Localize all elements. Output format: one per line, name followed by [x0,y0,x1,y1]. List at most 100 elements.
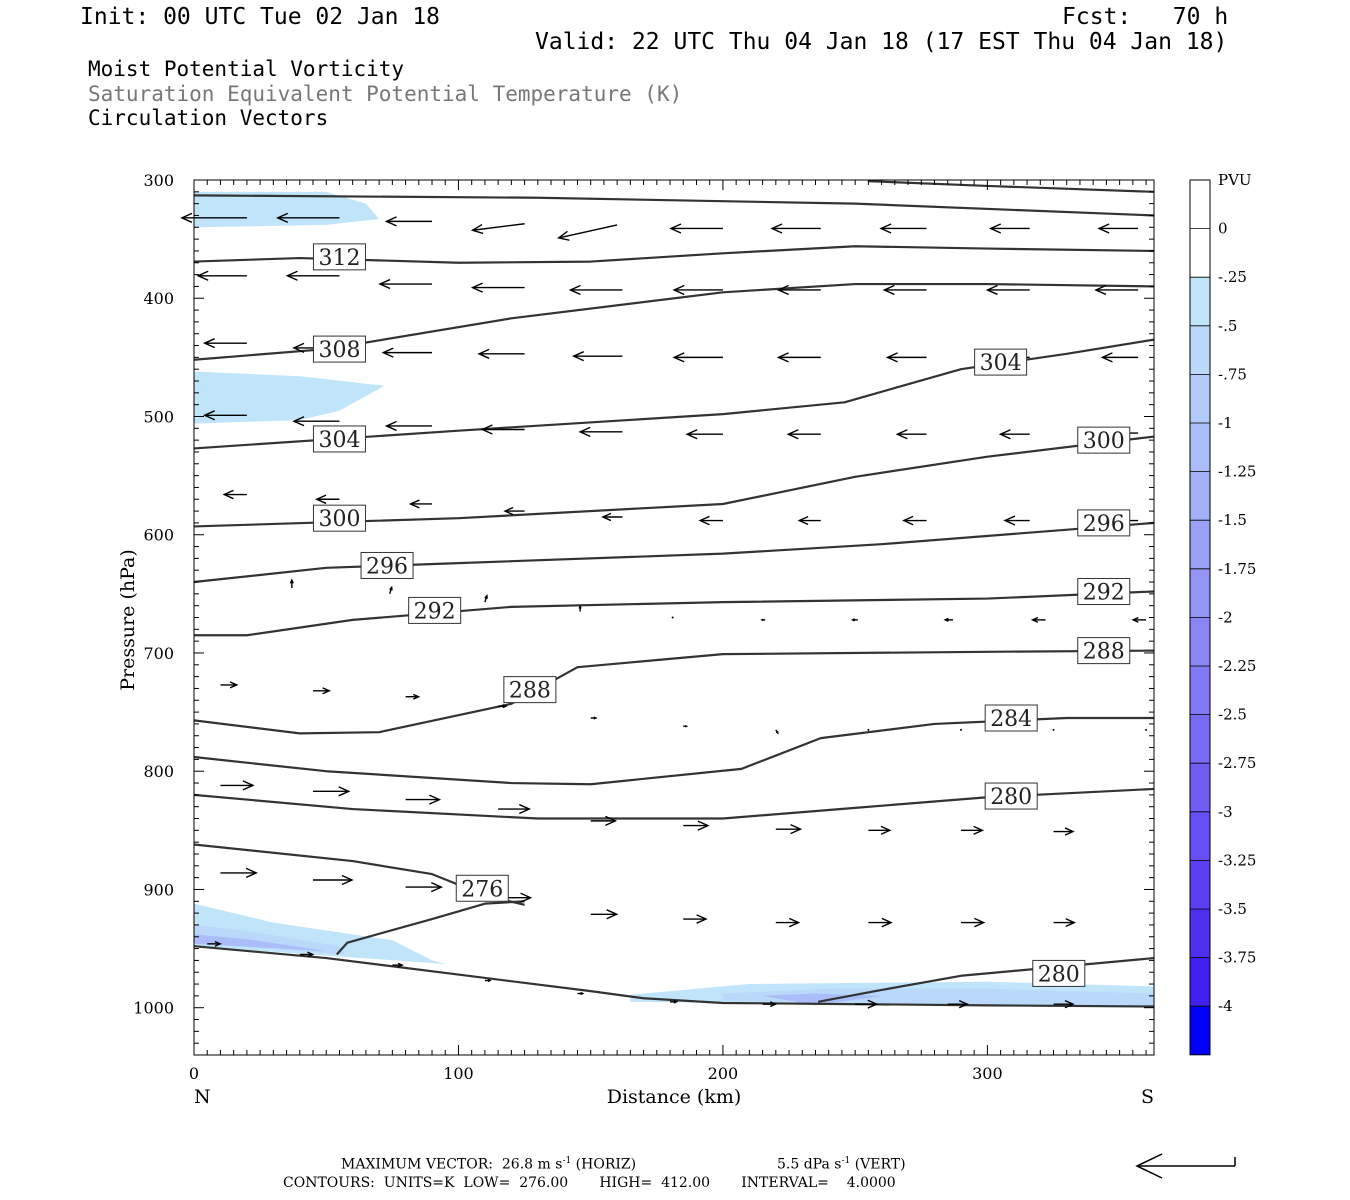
vector-head [222,489,234,500]
vector-head [307,951,315,958]
colorbar-label: -2.5 [1218,706,1247,724]
theta-es-contour [193,194,1155,217]
vector-head [770,223,783,234]
vector-head [289,578,294,584]
vector-head [338,786,351,797]
vector-arrow [480,424,525,435]
vector-arrow [1053,999,1075,1009]
vector-head [895,429,908,440]
vector-arrow [855,999,879,1009]
contour-label-box [503,676,557,704]
x-axis-label: Distance (km) [606,1086,742,1108]
colorbar-label: -.5 [1218,317,1237,335]
vector-arrow [314,494,340,505]
vector-head [776,352,789,363]
vector-head [973,825,985,835]
vector-head [503,506,514,516]
contour-label: 296 [1077,509,1131,537]
vector-head [397,962,404,968]
vector-arrow [577,991,585,996]
contour-label-text: 284 [990,707,1032,732]
pv-region [194,371,385,424]
vector-head [322,687,331,695]
vector-head [229,681,239,689]
vector-arrow [760,618,766,622]
contour-label: 304 [312,425,366,453]
vector-head [885,352,898,363]
colorbar-swatch [1190,763,1210,812]
vector-arrow [571,351,623,362]
colorbar-swatch [1190,277,1210,326]
contour-label-box [974,348,1028,376]
contour-label-text: 300 [318,507,360,532]
vector-arrow [1097,223,1139,234]
vector-head [593,716,598,720]
vector-head [1064,827,1075,836]
vector-arrow [299,951,315,958]
vector-head [389,585,393,591]
vector-arrow [879,223,927,234]
vector-arrow [885,352,927,363]
circulation-vector-layer [180,212,1148,1009]
vector-arrow [775,824,803,835]
colorbar-label: -.75 [1218,365,1247,383]
vector-head [202,338,215,349]
vector-shaft [472,223,525,231]
colorbar-swatch [1190,714,1210,764]
vector-head [881,917,893,928]
vector-head [880,825,892,835]
pv-region [194,934,327,951]
y-tick-label: 300 [143,171,174,190]
forecast-hour-label: Fcst: 70 h [1062,4,1229,30]
vector-head [568,284,581,296]
colorbar-label: -3.75 [1218,949,1256,967]
contour-label-box [312,243,366,271]
vector-arrow [895,429,927,440]
vector-arrow [683,820,710,831]
colorbar-label: -3.25 [1218,851,1256,869]
vector-arrow [698,515,723,526]
contour-label: 288 [503,676,557,704]
vector-arrow [1030,616,1046,623]
vector-head [867,999,879,1009]
vector-arrow [220,780,255,791]
pv-region [722,988,1154,1008]
vector-arrow [998,429,1030,440]
vector-arrow [289,578,294,588]
vector-head [242,780,255,791]
contour-label: 284 [984,704,1038,732]
contour-label-box [1077,426,1131,454]
vector-head [502,704,508,709]
contour-label-box [312,504,366,532]
x-tick-label: 300 [972,1064,1003,1083]
vector-head [470,282,483,293]
contour-label-text: 312 [318,246,360,271]
theta-es-contour-layer [193,180,1155,1008]
vector-head [487,978,492,983]
vector-arrow [786,429,821,440]
vector-arrow [384,216,433,227]
colorbar-swatch [1190,957,1210,1007]
vector-arrow [776,352,821,363]
colorbar-label: -3.5 [1218,900,1247,918]
vector-arrow [275,212,340,223]
vector-arrow [868,825,892,835]
vector-head [605,815,618,827]
vector-head [672,352,685,363]
vector-arrow [683,914,708,924]
vector-head [384,420,397,432]
colorbar-swatch [1190,423,1210,472]
vector-head [378,278,391,290]
field-title-theta-es: Saturation Equivalent Potential Temperat… [88,82,683,106]
contour-label-text: 300 [1083,429,1125,454]
reference-vector-icon [1135,1153,1236,1179]
vector-arrow [590,815,618,827]
contour-label-text: 288 [509,679,551,704]
vector-arrow [1131,616,1147,623]
contour-label-text: 296 [1083,512,1125,537]
vector-arrow [867,728,870,731]
vector-head [1094,284,1107,296]
colorbar-swatch [1190,471,1210,521]
vector-arrow [389,585,393,595]
vector-arrow [960,825,985,835]
